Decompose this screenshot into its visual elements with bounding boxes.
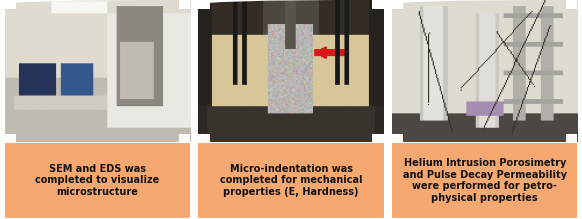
Bar bbox=[198, 0, 210, 9]
Text: Helium Intrusion Porosimetry
and Pulse Decay Permeability
were performed for pet: Helium Intrusion Porosimetry and Pulse D… bbox=[403, 158, 567, 203]
FancyBboxPatch shape bbox=[1, 143, 193, 218]
Text: Micro-indentation was
completed for mechanical
properties (E, Hardness): Micro-indentation was completed for mech… bbox=[220, 164, 362, 197]
Bar bbox=[372, 0, 384, 9]
Bar bbox=[179, 134, 190, 142]
Bar bbox=[566, 134, 577, 142]
Bar bbox=[179, 0, 190, 9]
Text: SEM and EDS was
completed to visualize
microstructure: SEM and EDS was completed to visualize m… bbox=[35, 164, 159, 197]
Bar bbox=[392, 0, 403, 9]
Bar bbox=[5, 134, 16, 142]
FancyBboxPatch shape bbox=[389, 143, 581, 218]
Bar bbox=[392, 134, 403, 142]
Bar bbox=[566, 0, 577, 9]
Bar bbox=[5, 0, 16, 9]
Bar bbox=[372, 134, 384, 142]
Bar bbox=[198, 134, 210, 142]
FancyBboxPatch shape bbox=[195, 143, 387, 218]
